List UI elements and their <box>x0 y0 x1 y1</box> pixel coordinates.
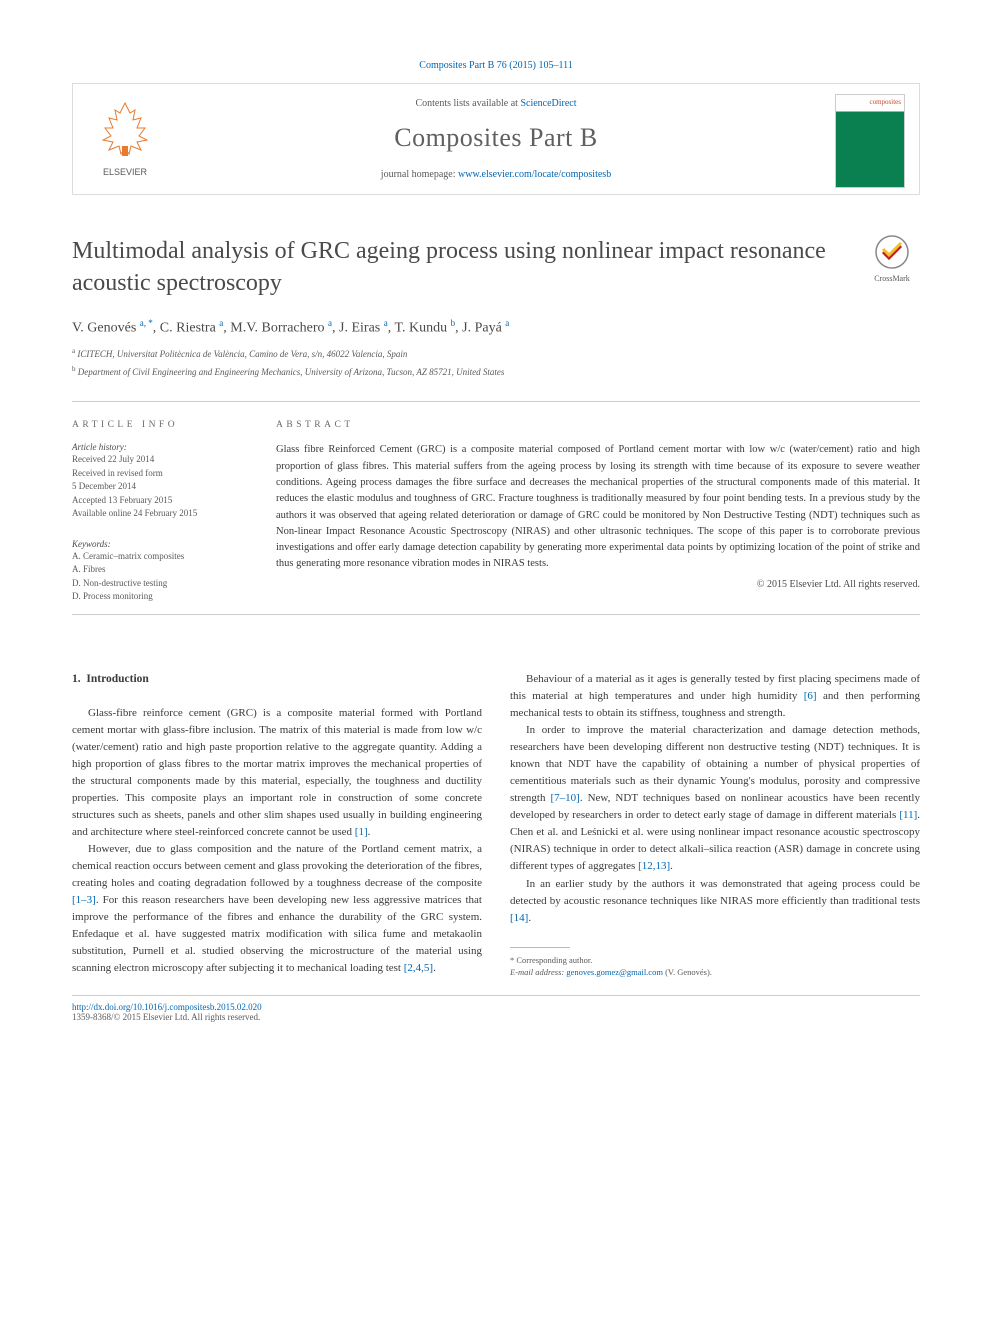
journal-cover-thumbnail: composites <box>835 94 905 188</box>
section-heading: 1. Introduction <box>72 671 482 689</box>
citation-reference[interactable]: [14] <box>510 912 528 924</box>
history-line: Received in revised form <box>72 467 248 481</box>
keyword-item: A. Ceramic–matrix composites <box>72 550 248 564</box>
keywords-heading: Keywords: <box>72 539 248 549</box>
author-name: , T. Kundu <box>388 320 451 335</box>
publisher-name: ELSEVIER <box>87 167 163 177</box>
citation-reference[interactable]: [11] <box>899 809 917 821</box>
affiliations: a ICITECH, Universitat Politècnica de Va… <box>72 346 920 379</box>
journal-name: Composites Part B <box>193 123 799 153</box>
footnote-divider <box>510 947 570 948</box>
publisher-logo: ELSEVIER <box>87 98 163 177</box>
abstract-text: Glass fibre Reinforced Cement (GRC) is a… <box>276 442 920 572</box>
article-history: Received 22 July 2014Received in revised… <box>72 453 248 521</box>
abstract-heading: ABSTRACT <box>276 420 920 430</box>
article-info-heading: ARTICLE INFO <box>72 420 248 430</box>
authors-line: V. Genovés a, *, C. Riestra a , M.V. Borr… <box>72 318 920 337</box>
journal-header: ELSEVIER composites Contents lists avail… <box>72 83 920 195</box>
body-paragraph: Glass-fibre reinforce cement (GRC) is a … <box>72 705 482 841</box>
keyword-item: D. Non-destructive testing <box>72 577 248 591</box>
page-root: Composites Part B 76 (2015) 105–111 ELSE… <box>0 0 992 1062</box>
abstract-copyright: © 2015 Elsevier Ltd. All rights reserved… <box>276 579 920 590</box>
divider <box>72 614 920 615</box>
crossmark-icon <box>875 235 909 269</box>
affiliation-line: a ICITECH, Universitat Politècnica de Va… <box>72 346 920 362</box>
citation-reference[interactable]: [12,13] <box>638 860 670 872</box>
history-line: 5 December 2014 <box>72 480 248 494</box>
author-name: , M.V. Borrachero <box>223 320 328 335</box>
citation-reference[interactable]: [7–10] <box>550 792 579 804</box>
citation-reference[interactable]: [1–3] <box>72 894 96 906</box>
corresponding-author-note: * Corresponding author. <box>510 954 920 967</box>
crossmark-badge[interactable]: CrossMark <box>864 235 920 283</box>
article-history-heading: Article history: <box>72 442 248 452</box>
history-line: Accepted 13 February 2015 <box>72 494 248 508</box>
author-email-link[interactable]: genoves.gomez@gmail.com <box>566 967 663 977</box>
doi-link[interactable]: http://dx.doi.org/10.1016/j.compositesb.… <box>72 1002 920 1012</box>
article-info-column: ARTICLE INFO Article history: Received 2… <box>72 420 248 604</box>
author-affiliation-mark: a <box>505 318 509 328</box>
abstract-column: ABSTRACT Glass fibre Reinforced Cement (… <box>276 420 920 604</box>
citation-reference[interactable]: [6] <box>804 690 817 702</box>
contents-available-line: Contents lists available at ScienceDirec… <box>193 98 799 109</box>
author-name: , J. Payá <box>455 320 505 335</box>
journal-homepage-link[interactable]: www.elsevier.com/locate/compositesb <box>458 169 611 180</box>
issn-copyright: 1359-8368/© 2015 Elsevier Ltd. All right… <box>72 1012 920 1022</box>
body-paragraph: In an earlier study by the authors it wa… <box>510 876 920 927</box>
history-line: Available online 24 February 2015 <box>72 507 248 521</box>
author-name: , C. Riestra <box>153 320 220 335</box>
keywords-list: A. Ceramic–matrix compositesA. FibresD. … <box>72 550 248 604</box>
author-name: V. Genovés <box>72 320 140 335</box>
citation-line: Composites Part B 76 (2015) 105–111 <box>72 60 920 71</box>
divider <box>72 401 920 402</box>
author-affiliation-mark: a, * <box>140 318 153 328</box>
affiliation-line: b Department of Civil Engineering and En… <box>72 364 920 380</box>
citation-reference[interactable]: [1] <box>355 826 368 838</box>
keyword-item: A. Fibres <box>72 563 248 577</box>
keyword-item: D. Process monitoring <box>72 590 248 604</box>
history-line: Received 22 July 2014 <box>72 453 248 467</box>
author-name: , J. Eiras <box>332 320 384 335</box>
body-paragraph: In order to improve the material charact… <box>510 722 920 875</box>
citation-reference[interactable]: [2,4,5] <box>404 962 433 974</box>
article-title: Multimodal analysis of GRC ageing proces… <box>72 235 864 300</box>
email-footnote: E-mail address: genoves.gomez@gmail.com … <box>510 966 920 979</box>
body-paragraph: Behaviour of a material as it ages is ge… <box>510 671 920 722</box>
footer-bar: http://dx.doi.org/10.1016/j.compositesb.… <box>72 995 920 1022</box>
elsevier-tree-icon <box>95 98 155 158</box>
journal-homepage-line: journal homepage: www.elsevier.com/locat… <box>193 169 799 180</box>
body-text: 1. Introduction Glass-fibre reinforce ce… <box>72 671 920 979</box>
sciencedirect-link[interactable]: ScienceDirect <box>520 98 576 109</box>
body-paragraph: However, due to glass composition and th… <box>72 841 482 977</box>
